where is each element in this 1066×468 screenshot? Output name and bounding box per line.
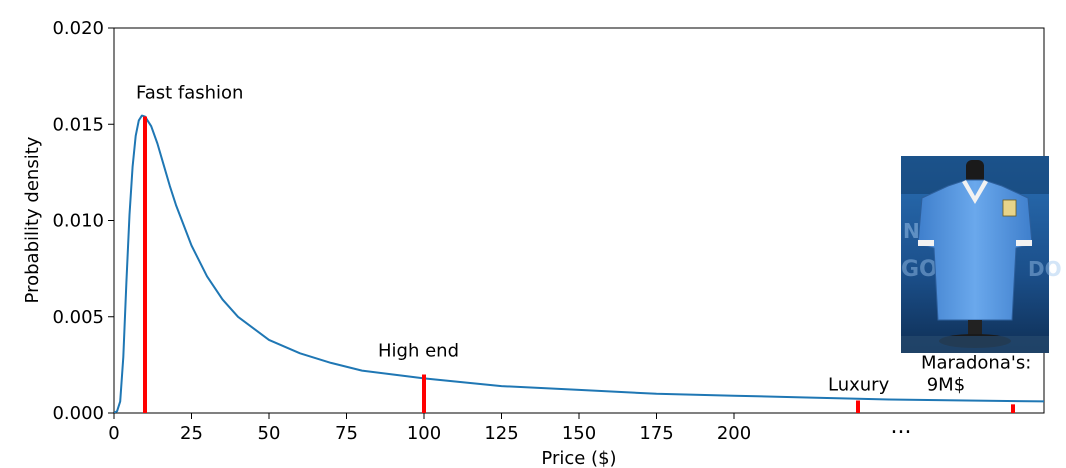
y-tick-label: 0.015: [52, 114, 104, 135]
x-axis-label: Price ($): [541, 448, 616, 468]
density-curve: [114, 114, 1044, 413]
marker-label-1: Fast fashion: [136, 83, 243, 104]
svg-text:GO: GO: [901, 257, 938, 282]
marker-label-3: Luxury: [828, 374, 890, 395]
marker-label-4: Maradona's: 9M$: [921, 352, 1031, 395]
x-tick-label: 125: [484, 423, 518, 444]
marker-label-2: High end: [378, 341, 459, 362]
y-tick-label: 0.020: [52, 18, 104, 39]
svg-text:DO: DO: [1028, 257, 1062, 281]
y-tick-label: 0.005: [52, 307, 104, 328]
y-tick-label: 0.000: [52, 403, 104, 424]
y-tick-label: 0.010: [52, 211, 104, 232]
jersey-photo-inset: ND GO DO: [901, 156, 1062, 353]
x-tick-label: 175: [639, 423, 673, 444]
x-tick-label: 100: [407, 423, 441, 444]
x-tick-label: 75: [335, 423, 358, 444]
axis-break-label: ...: [891, 414, 912, 439]
x-tick-label: 25: [180, 423, 203, 444]
x-tick-label: 0: [108, 423, 119, 444]
x-tick-label: 150: [562, 423, 596, 444]
x-tick-label: 50: [258, 423, 281, 444]
y-axis-label: Probability density: [22, 136, 43, 303]
x-tick-label: 200: [717, 423, 751, 444]
